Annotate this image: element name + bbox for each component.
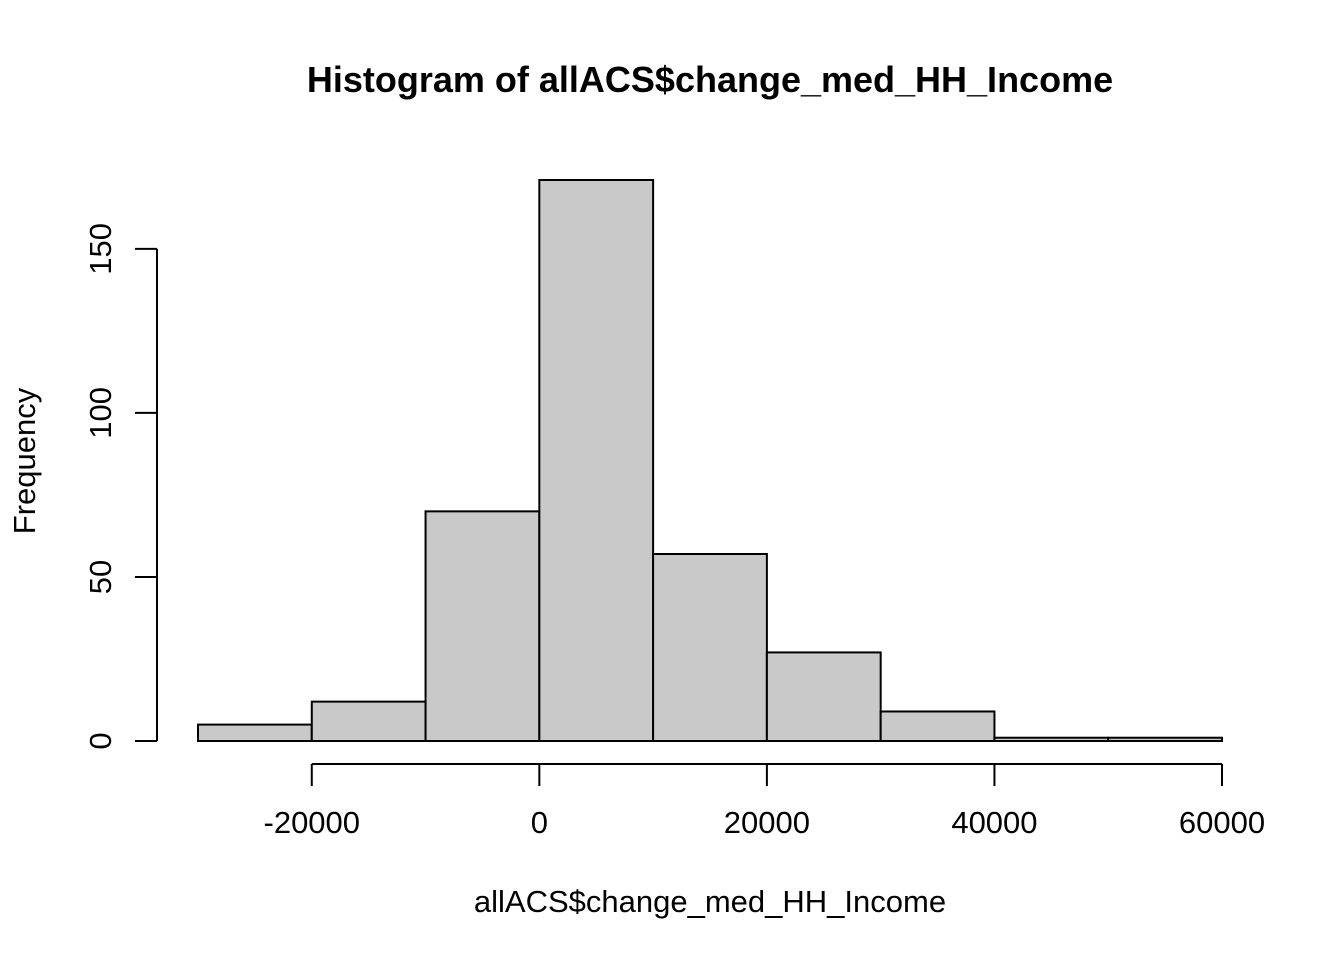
y-tick-label: 100: [83, 387, 118, 439]
y-axis: 0 50 100 150: [83, 223, 158, 750]
histogram-bar-3: [424, 510, 541, 743]
x-tick-label: 0: [531, 805, 548, 840]
histogram-bar-7: [879, 710, 996, 743]
x-tick-label: 60000: [1179, 805, 1265, 840]
histogram-bar-2: [310, 700, 427, 743]
bars-layer: [197, 179, 1223, 743]
x-axis-label: allACS$change_med_HH_Income: [474, 884, 946, 919]
histogram-bar-9: [1107, 736, 1223, 743]
x-axis: -20000 0 20000 40000 60000: [264, 763, 1265, 840]
y-axis-label: Frequency: [7, 387, 42, 534]
x-tick-label: 20000: [724, 805, 810, 840]
x-tick-label: -20000: [264, 805, 361, 840]
chart-title: Histogram of allACS$change_med_HH_Income: [307, 59, 1113, 100]
histogram-bar-5: [652, 553, 768, 742]
y-tick-label: 150: [83, 223, 118, 275]
y-tick-label: 0: [83, 732, 118, 749]
x-tick-label: 40000: [951, 805, 1037, 840]
histogram-bar-1: [197, 723, 313, 743]
y-tick-label: 50: [83, 560, 118, 594]
histogram-bar-6: [765, 651, 882, 743]
histogram-bar-4: [538, 179, 655, 742]
histogram-bar-8: [993, 736, 1110, 743]
